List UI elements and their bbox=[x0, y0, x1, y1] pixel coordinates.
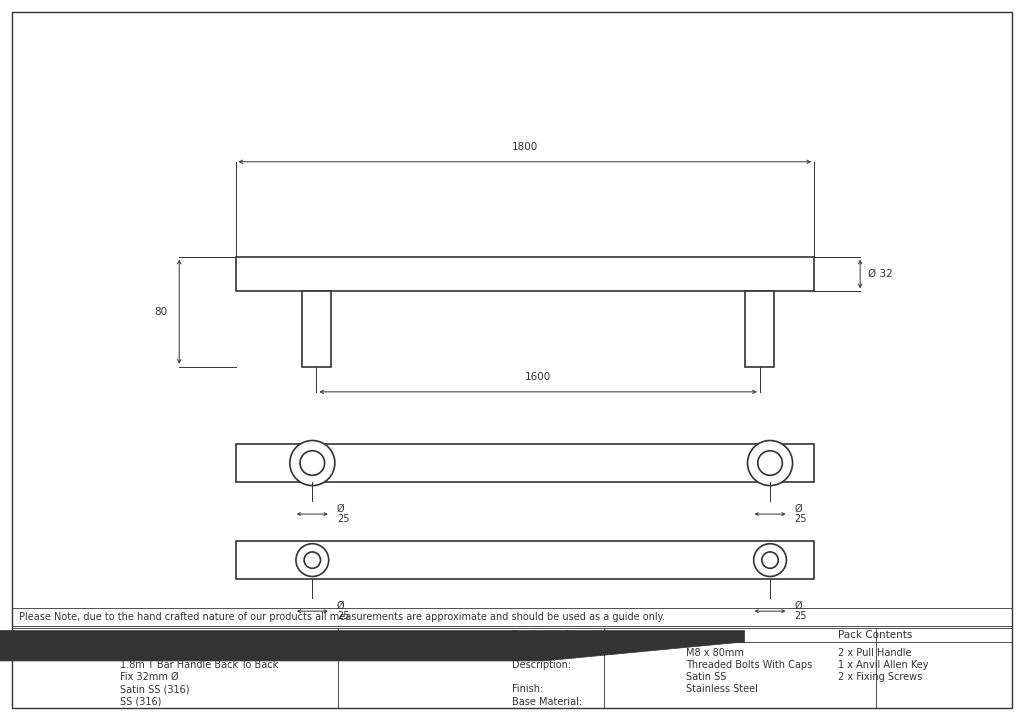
Bar bbox=[12, 628, 1012, 708]
Circle shape bbox=[304, 552, 321, 568]
Text: 50238: 50238 bbox=[120, 648, 151, 658]
Text: 80: 80 bbox=[154, 307, 167, 316]
Text: 1600: 1600 bbox=[525, 372, 551, 382]
Text: Product Code:: Product Code: bbox=[512, 648, 581, 658]
Circle shape bbox=[758, 451, 782, 475]
Text: 25: 25 bbox=[337, 611, 349, 621]
Text: Description:: Description: bbox=[512, 660, 571, 670]
Text: Fix 32mm Ø: Fix 32mm Ø bbox=[120, 672, 178, 682]
Circle shape bbox=[762, 552, 778, 568]
Bar bbox=[236, 444, 814, 482]
Text: Satin SS (316): Satin SS (316) bbox=[120, 684, 189, 695]
Text: 2 x Fixing Screws: 2 x Fixing Screws bbox=[838, 672, 923, 682]
Text: Product Information: Product Information bbox=[512, 630, 615, 640]
Text: 1 x Anvil Allen Key: 1 x Anvil Allen Key bbox=[838, 660, 929, 670]
Text: Threaded Bolts With Caps: Threaded Bolts With Caps bbox=[686, 660, 812, 670]
Text: M8 x 80mm: M8 x 80mm bbox=[686, 648, 744, 658]
Text: 1800: 1800 bbox=[512, 142, 538, 152]
Circle shape bbox=[754, 544, 786, 577]
Bar bbox=[12, 608, 1012, 626]
Text: 2 x Pull Handle: 2 x Pull Handle bbox=[838, 648, 911, 658]
Text: Ø: Ø bbox=[337, 504, 344, 514]
Circle shape bbox=[300, 451, 325, 475]
Polygon shape bbox=[0, 642, 743, 661]
Bar bbox=[302, 291, 331, 367]
Text: SS (316): SS (316) bbox=[120, 697, 161, 707]
Circle shape bbox=[290, 441, 335, 485]
Text: 1.8m T Bar Handle Back To Back: 1.8m T Bar Handle Back To Back bbox=[120, 660, 279, 670]
Text: Ø 32: Ø 32 bbox=[868, 269, 893, 279]
Text: Stainless Steel: Stainless Steel bbox=[686, 684, 758, 695]
Text: Finish:: Finish: bbox=[512, 684, 544, 695]
Circle shape bbox=[296, 544, 329, 577]
Text: 25: 25 bbox=[337, 514, 349, 524]
Text: Ø: Ø bbox=[795, 504, 802, 514]
Text: Base Material:: Base Material: bbox=[512, 697, 583, 707]
Text: Satin SS: Satin SS bbox=[686, 672, 726, 682]
Text: Ø: Ø bbox=[795, 601, 802, 611]
Bar bbox=[236, 541, 814, 579]
Bar bbox=[745, 291, 774, 367]
Text: 25: 25 bbox=[795, 611, 807, 621]
Text: Pack Contents: Pack Contents bbox=[838, 630, 912, 640]
Circle shape bbox=[748, 441, 793, 485]
Text: Please Note, due to the hand crafted nature of our products all measurements are: Please Note, due to the hand crafted nat… bbox=[19, 612, 666, 621]
Text: 25: 25 bbox=[795, 514, 807, 524]
Polygon shape bbox=[0, 630, 743, 642]
Bar bbox=[236, 257, 814, 291]
Text: Ø: Ø bbox=[337, 601, 344, 611]
